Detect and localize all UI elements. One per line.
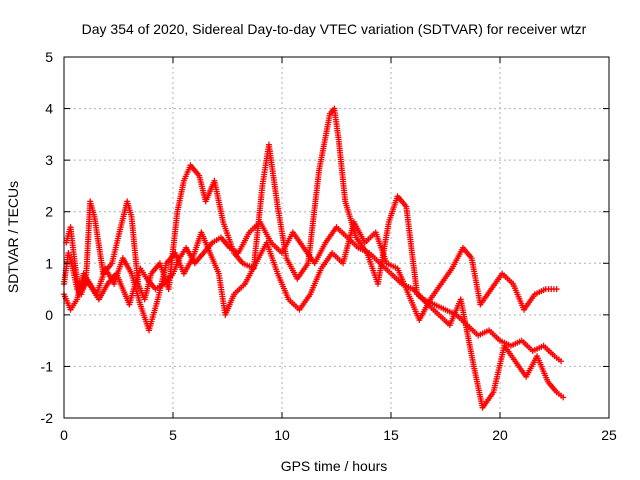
data-point [560,394,567,401]
y-tick-label: -2 [41,410,54,426]
ticks-layer: 0 5 10 15 20 25 -2 -1 0 1 2 3 4 5 [41,49,617,443]
x-tick-label: 10 [274,427,290,443]
data-point [553,286,560,293]
points-layer [61,105,567,411]
y-tick-label: -1 [41,358,54,374]
y-tick-label: 2 [45,204,53,220]
data-point [558,358,565,365]
plot-frame [63,56,610,419]
x-axis-label: GPS time / hours [281,458,388,474]
x-tick-label: 5 [169,427,177,443]
x-tick-label: 15 [383,427,399,443]
y-tick-label: 3 [45,152,53,168]
y-tick-label: 4 [45,101,53,117]
y-axis-label: SDTVAR / TECUs [5,181,21,293]
chart-title: Day 354 of 2020, Sidereal Day-to-day VTE… [82,21,587,37]
y-tick-label: 1 [45,255,53,271]
y-tick-label: 0 [45,307,53,323]
x-tick-label: 20 [492,427,508,443]
x-tick-label: 25 [601,427,617,443]
y-tick-label: 5 [45,49,53,65]
x-tick-label: 0 [60,427,68,443]
